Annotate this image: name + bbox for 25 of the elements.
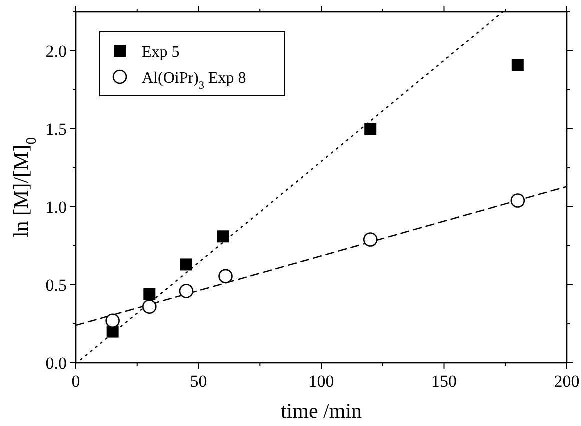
x-tick-label: 200 [554, 372, 580, 391]
point [106, 326, 119, 338]
point [180, 258, 192, 271]
point [142, 300, 157, 314]
point [217, 230, 230, 243]
point [510, 194, 526, 208]
legend-label: Exp 5 [142, 44, 180, 61]
x-tick-label: 150 [432, 372, 457, 391]
y-tick-label: 2.0 [46, 42, 67, 61]
point [144, 288, 156, 300]
y-tick-label: 0.0 [46, 354, 67, 373]
point [364, 123, 377, 135]
point [512, 59, 524, 72]
x-axis-title: time /min [280, 399, 363, 423]
x-tick-label: 50 [190, 372, 208, 391]
x-tick-label: 0 [72, 372, 80, 391]
y-tick-label: 1.5 [46, 120, 67, 139]
y-tick-label: 1.0 [46, 198, 67, 217]
point [218, 269, 233, 284]
point [179, 284, 194, 298]
point [106, 314, 120, 328]
y-tick-label: 0.5 [46, 276, 67, 295]
x-tick-label: 100 [308, 372, 334, 391]
legend-label: Al(OiPr)$_{3}$ Exp 8 [142, 70, 246, 92]
point [363, 232, 378, 247]
